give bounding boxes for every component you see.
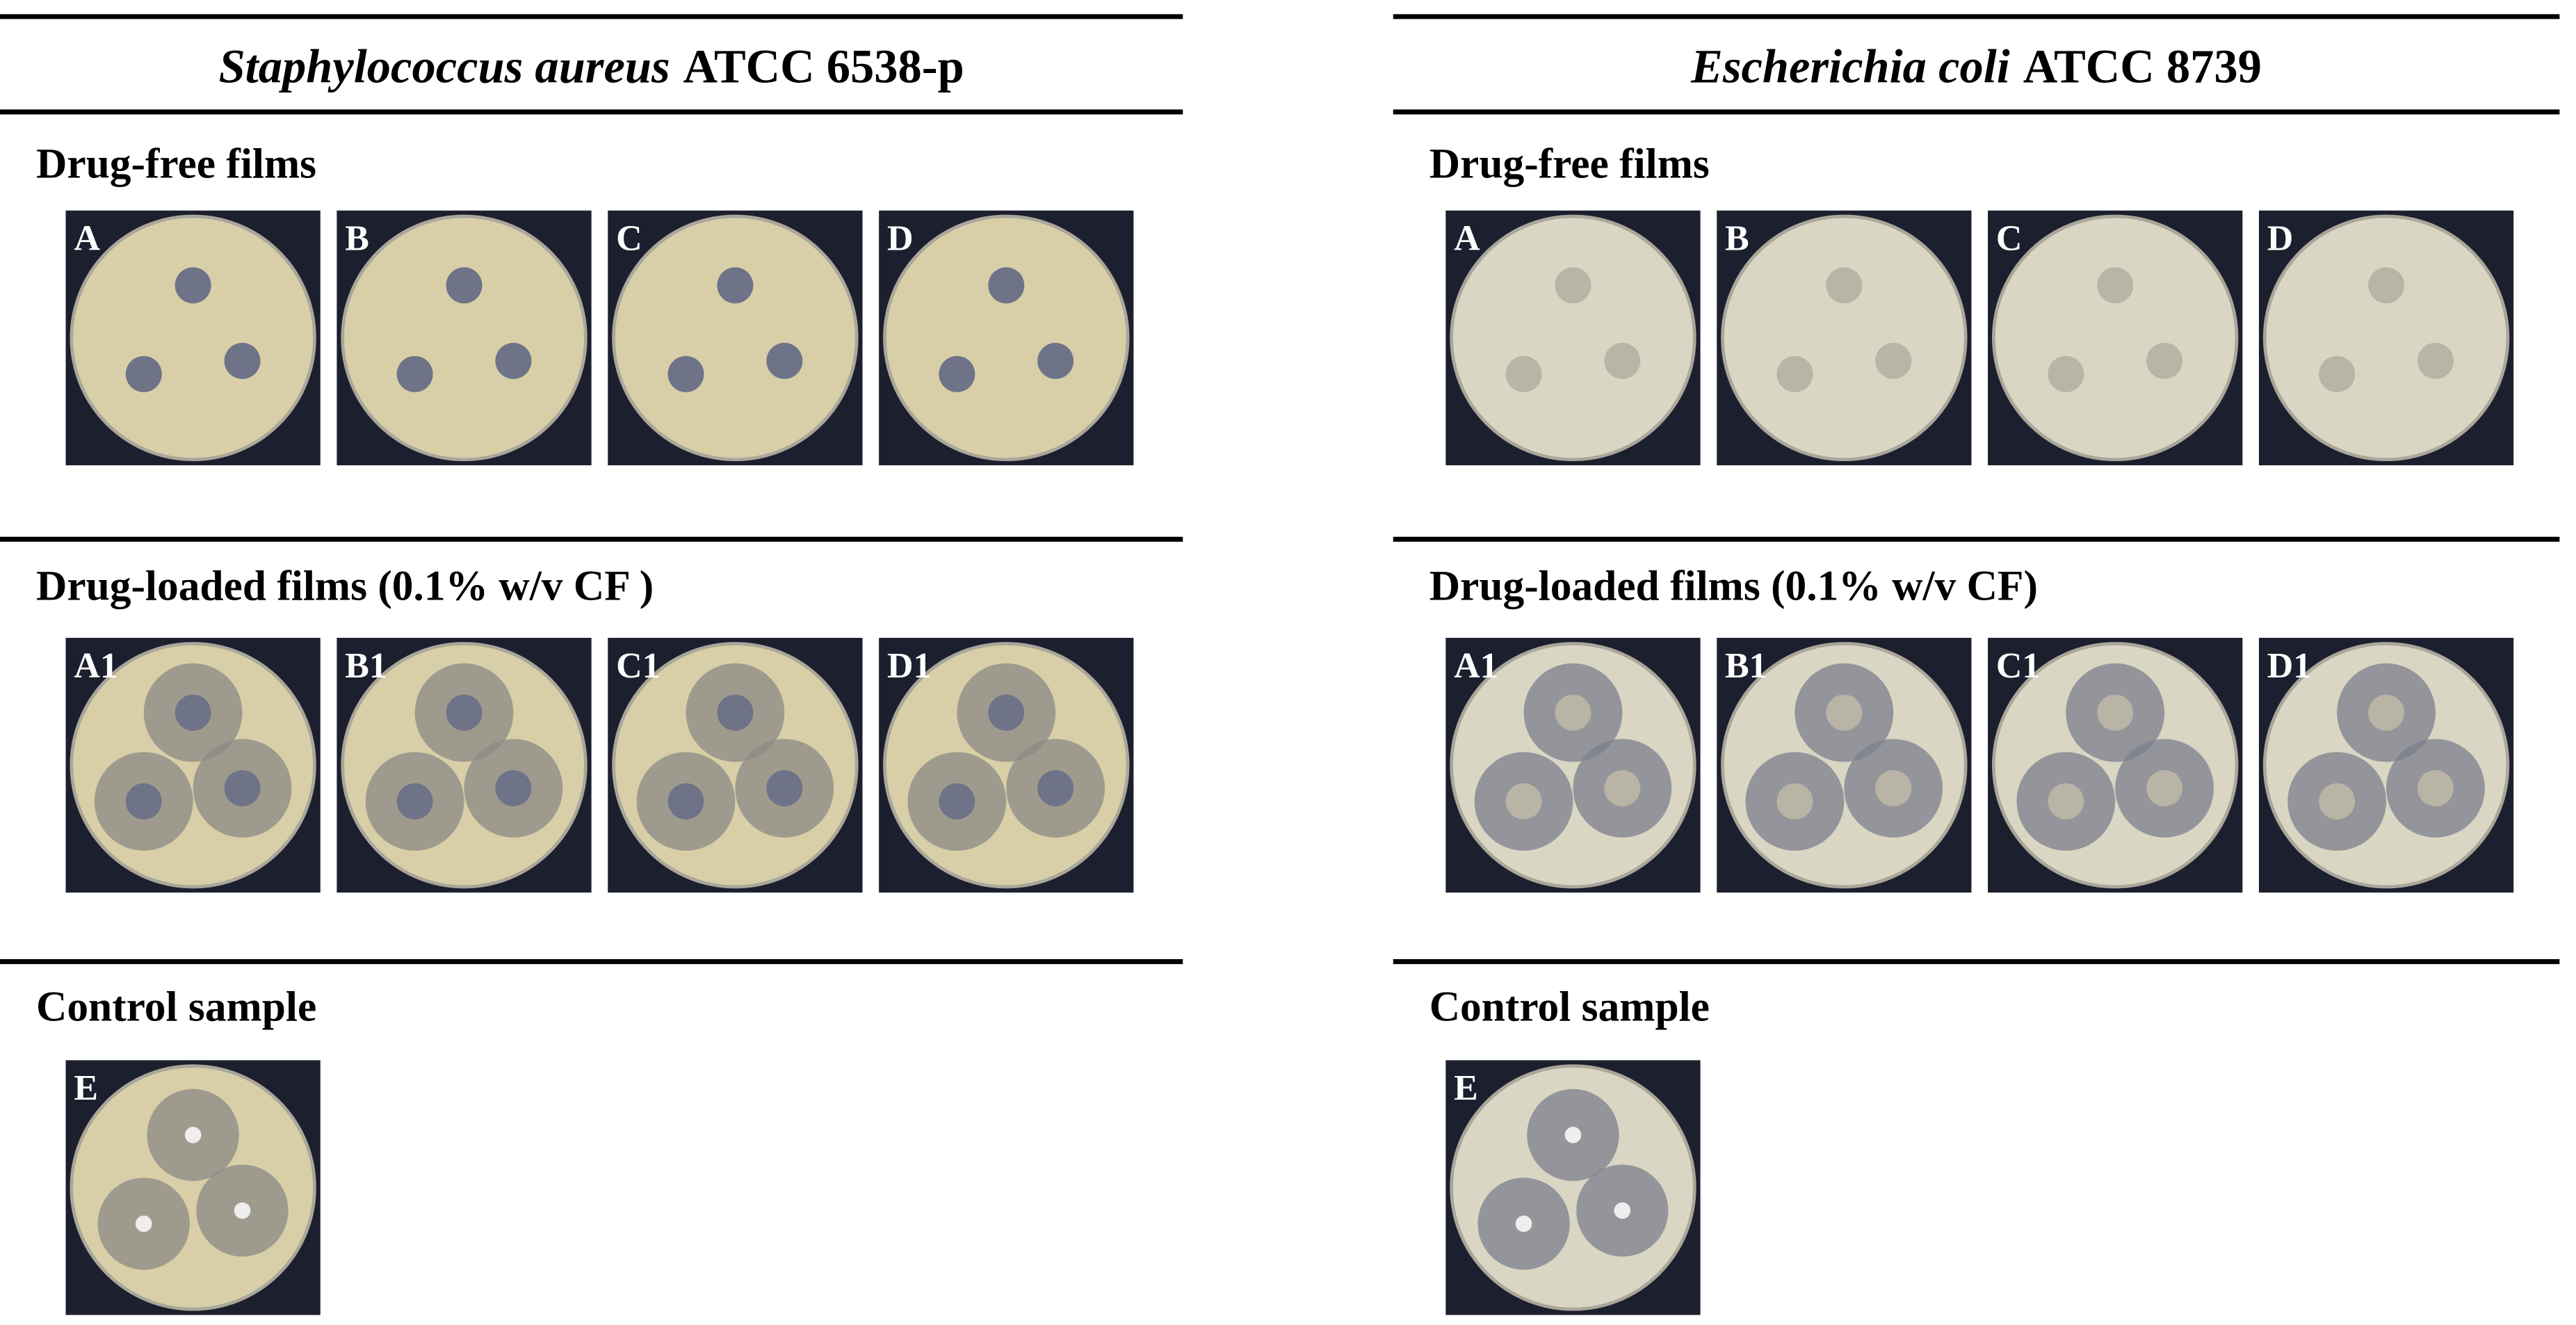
panel-label: D [887, 218, 914, 258]
petri-dish [341, 214, 588, 462]
film-disc [224, 770, 261, 807]
panel-label: C [616, 218, 642, 258]
film-disc [766, 770, 803, 807]
film-disc [766, 342, 803, 379]
panel-label: D1 [887, 646, 932, 686]
film-disc [667, 783, 704, 820]
film-disc [125, 783, 162, 820]
film-disc [2417, 770, 2454, 807]
panel-label: D1 [2267, 646, 2312, 686]
film-disc [446, 694, 483, 731]
film-disc [1037, 342, 1074, 379]
film-disc [2368, 694, 2405, 731]
film-disc [396, 355, 433, 392]
petri-dish [2262, 214, 2510, 462]
film-disc [175, 694, 211, 731]
film-disc [2368, 267, 2405, 304]
organism-name: Staphylococcus aureus [219, 40, 670, 93]
film-disc [1037, 770, 1074, 807]
film-disc [1826, 694, 1863, 731]
film-disc [1875, 342, 1912, 379]
film-disc [1776, 783, 1813, 820]
film-disc [939, 355, 975, 392]
film-disc [2048, 355, 2084, 392]
film-disc [2097, 694, 2134, 731]
film-disc [1555, 267, 1591, 304]
panel-label: C1 [616, 646, 661, 686]
film-disc [1614, 1202, 1631, 1219]
film-disc [396, 783, 433, 820]
film-disc [1826, 267, 1863, 304]
petri-dish [1721, 214, 1968, 462]
panel-label: B [345, 218, 369, 258]
strain: ATCC 8739 [2023, 40, 2262, 93]
panel-label: D [2267, 218, 2294, 258]
column-title: Staphylococcus aureus ATCC 6538-p [219, 40, 964, 93]
organism-name: Escherichia coli [1690, 40, 2010, 93]
panel-label: E [1454, 1068, 1478, 1108]
film-disc [1875, 770, 1912, 807]
section-title: Drug-free films [1429, 140, 1710, 187]
petri-dish [70, 214, 316, 462]
film-disc [1564, 1127, 1582, 1143]
film-disc [495, 770, 532, 807]
panel-label: E [74, 1068, 98, 1108]
panel-label: A1 [74, 646, 118, 686]
film-disc [1604, 342, 1641, 379]
film-disc [988, 267, 1025, 304]
panel-label: A1 [1454, 646, 1498, 686]
section-title: Drug-loaded films (0.1% w/v CF) [1429, 563, 2038, 610]
film-disc [988, 694, 1025, 731]
section-title: Control sample [1429, 983, 1710, 1031]
film-disc [1555, 694, 1591, 731]
panel-label: A [1454, 218, 1480, 258]
film-disc [224, 342, 261, 379]
film-disc [2417, 342, 2454, 379]
film-disc [717, 267, 754, 304]
section-title: Drug-loaded films (0.1% w/v CF ) [36, 563, 654, 610]
panel-label: B1 [345, 646, 387, 686]
film-disc [2048, 783, 2084, 820]
film-disc [1505, 783, 1542, 820]
film-disc [2319, 355, 2356, 392]
film-disc [1776, 355, 1813, 392]
film-disc [135, 1215, 152, 1232]
petri-dish [1450, 214, 1696, 462]
panel-label: C [1996, 218, 2023, 258]
strain: ATCC 6538-p [683, 40, 964, 93]
film-disc [125, 355, 162, 392]
film-disc [1604, 770, 1641, 807]
film-disc [234, 1202, 251, 1219]
panel-label: B [1725, 218, 1749, 258]
panel-label: A [74, 218, 100, 258]
film-disc [1515, 1215, 1532, 1232]
section-title: Drug-free films [36, 140, 316, 187]
column-title: Escherichia coli ATCC 8739 [1690, 40, 2262, 93]
film-disc [184, 1127, 202, 1143]
film-disc [2146, 770, 2183, 807]
film-disc [2146, 342, 2183, 379]
film-disc [1505, 355, 1542, 392]
petri-dish [883, 214, 1130, 462]
panel-label: B1 [1725, 646, 1767, 686]
film-disc [2319, 783, 2356, 820]
film-disc [175, 267, 211, 304]
petri-dish [1991, 214, 2239, 462]
film-disc [446, 267, 483, 304]
petri-dish [612, 214, 859, 462]
film-disc [717, 694, 754, 731]
film-disc [495, 342, 532, 379]
film-disc [667, 355, 704, 392]
film-disc [939, 783, 975, 820]
panel-label: C1 [1996, 646, 2041, 686]
film-disc [2097, 267, 2134, 304]
section-title: Control sample [36, 983, 316, 1031]
